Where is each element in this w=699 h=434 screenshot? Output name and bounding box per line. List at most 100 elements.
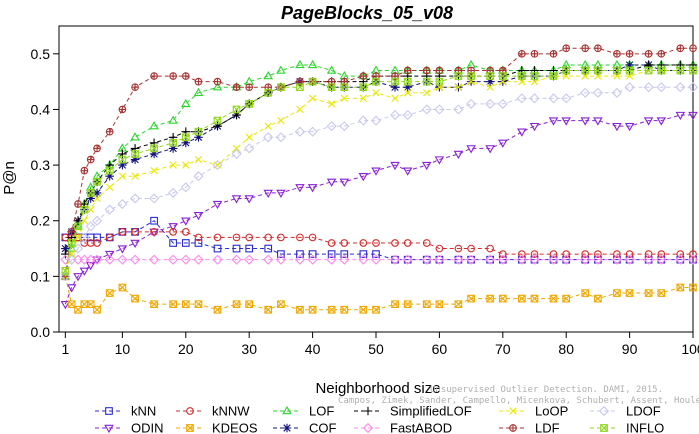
data-point-knnw [181, 228, 190, 236]
data-point-ldf [232, 83, 241, 91]
data-point-knnw [549, 250, 558, 258]
data-point-knn [194, 239, 203, 247]
data-point-odin [212, 200, 223, 210]
legend-item-ldof: LDOF [590, 404, 661, 419]
data-point-loop [106, 183, 114, 192]
data-point-ldf [562, 44, 571, 53]
data-point-inflo [549, 72, 558, 80]
data-point-simplifiedlof [657, 60, 666, 70]
data-point-fastabod [149, 254, 160, 265]
data-point-knnw [435, 244, 444, 253]
data-point-loop [245, 133, 253, 141]
series-knnw [61, 228, 697, 258]
series-inflo [61, 66, 697, 275]
data-point-knnw [308, 233, 317, 242]
data-point-loop [118, 172, 127, 180]
data-point-ldof [307, 126, 318, 137]
data-point-fastabod [244, 254, 255, 265]
data-point-ldf [676, 44, 685, 53]
data-point-ldf [245, 83, 254, 91]
data-point-simplifiedlof [676, 60, 685, 70]
data-point-inflo [308, 77, 317, 86]
legend-label-loop: LoOP [535, 404, 568, 419]
data-point-knn [340, 250, 349, 258]
series-ldof [60, 82, 699, 282]
data-point-fastabod [168, 254, 179, 265]
legend-label-simplifiedlof: SimplifiedLOF [390, 404, 472, 419]
data-point-knnw [391, 239, 399, 247]
data-point-inflo [340, 83, 349, 92]
series-line-loop [64, 70, 693, 271]
data-point-kdeos [105, 289, 114, 297]
y-tick-label: 0.3 [31, 157, 51, 173]
data-point-knnw [530, 250, 539, 258]
data-point-simplifiedlof [688, 60, 698, 70]
data-point-fastabod [516, 254, 527, 265]
data-point-fastabod [421, 254, 432, 265]
data-point-inflo [232, 105, 241, 114]
data-point-ldof [212, 160, 223, 171]
data-point-cof [625, 60, 634, 70]
x-tick-label: 40 [305, 341, 321, 357]
data-point-ldof [275, 132, 286, 143]
data-point-knn [454, 255, 463, 264]
data-point-knnw [517, 250, 526, 258]
data-point-simplifiedlof [644, 60, 653, 70]
data-point-ldf [105, 127, 114, 136]
data-point-knnw [657, 250, 666, 258]
data-point-kdeos [340, 305, 349, 314]
data-point-inflo [403, 77, 412, 86]
data-point-ldof [434, 104, 445, 115]
legend-marker-lof [282, 405, 292, 415]
credit-line-1: Unsupervised Outlier Detection. DAMI, 20… [430, 385, 663, 395]
data-point-kdeos [93, 305, 101, 314]
data-point-ldf [613, 50, 621, 58]
data-point-kdeos [213, 305, 222, 314]
data-point-ldof [358, 115, 369, 126]
data-point-ldf [67, 228, 76, 236]
data-point-lof [168, 115, 178, 124]
data-point-simplifiedlof [105, 160, 115, 170]
data-point-odin [358, 173, 369, 182]
data-point-ldf [657, 50, 666, 58]
data-point-loop [74, 233, 82, 242]
data-point-ldof [402, 109, 413, 121]
data-point-kdeos [689, 283, 697, 292]
data-point-fastabod [675, 254, 686, 265]
data-point-knnw [454, 244, 463, 253]
legend-item-inflo: INFLO [590, 421, 664, 434]
data-point-kdeos [486, 294, 494, 303]
data-point-knnw [296, 233, 304, 242]
data-point-cof [130, 155, 140, 164]
legend-marker-fastabod [362, 422, 374, 434]
data-point-ldof [453, 104, 464, 115]
legend-label-inflo: INFLO [626, 421, 664, 434]
data-point-knnw [264, 233, 273, 242]
data-point-knn [327, 250, 336, 258]
y-tick-label: 0.0 [31, 324, 51, 340]
data-point-ldof [117, 198, 128, 210]
data-point-odin [434, 156, 445, 165]
data-point-odin [231, 195, 242, 204]
data-point-ldof [91, 215, 103, 226]
y-tick-label: 0.2 [31, 213, 51, 229]
data-point-odin [193, 211, 204, 221]
data-point-odin [529, 122, 540, 132]
series-odin [60, 111, 698, 310]
x-tick-label: 70 [495, 341, 511, 357]
data-point-inflo [359, 83, 368, 92]
data-point-odin [60, 300, 71, 310]
data-point-ldf [644, 50, 653, 58]
data-point-ldof [104, 204, 115, 215]
data-point-ldf [359, 72, 368, 80]
data-point-loop [80, 217, 89, 225]
data-point-ldof [231, 148, 242, 160]
data-point-loop [87, 205, 95, 214]
legend-item-knn: kNN [95, 404, 156, 419]
data-point-inflo [296, 83, 304, 92]
data-point-odin [371, 167, 381, 176]
series-fastabod [60, 254, 699, 265]
data-point-ldof [389, 109, 401, 121]
data-point-fastabod [193, 254, 204, 265]
